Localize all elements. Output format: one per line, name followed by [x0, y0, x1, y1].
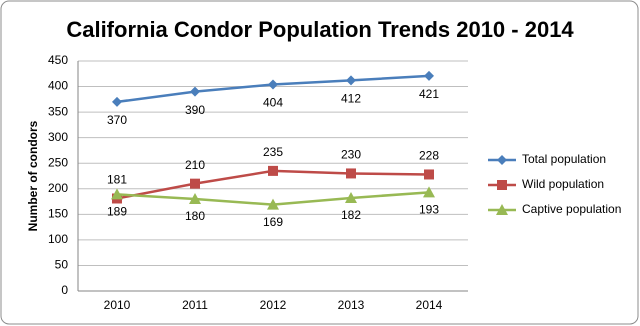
- x-tick-label: 2013: [338, 298, 365, 312]
- y-tick-label: 150: [48, 207, 68, 221]
- x-tick-label: 2014: [416, 298, 443, 312]
- data-point: [268, 165, 278, 176]
- data-point: [190, 178, 200, 189]
- x-tick-label: 2012: [260, 298, 287, 312]
- legend-label: Wild population: [522, 177, 604, 191]
- data-label: 181: [107, 173, 127, 187]
- x-tick-label: 2011: [182, 298, 208, 312]
- y-tick-label: 50: [55, 258, 69, 272]
- legend-marker: [497, 180, 507, 190]
- legend-label: Total population: [522, 152, 606, 166]
- data-point: [345, 191, 357, 203]
- data-label: 421: [419, 87, 439, 101]
- data-point: [423, 186, 435, 198]
- y-tick-label: 200: [48, 181, 68, 195]
- data-point: [112, 96, 122, 107]
- data-point: [346, 168, 356, 179]
- data-label: 228: [419, 149, 439, 163]
- data-label: 404: [263, 96, 283, 110]
- data-label: 235: [263, 145, 283, 159]
- y-axis-label: Number of condors: [26, 120, 40, 231]
- y-tick-label: 100: [48, 232, 68, 246]
- legend-marker: [497, 155, 507, 165]
- data-label: 210: [185, 158, 205, 172]
- data-point: [111, 188, 123, 200]
- y-tick-label: 350: [48, 104, 68, 118]
- data-label: 189: [107, 205, 127, 219]
- data-label: 193: [419, 203, 439, 217]
- data-label: 230: [341, 148, 361, 162]
- data-point: [424, 70, 434, 81]
- data-label: 180: [185, 209, 205, 223]
- data-point: [267, 198, 279, 210]
- data-label: 182: [341, 208, 361, 222]
- chart-title: California Condor Population Trends 2010…: [66, 17, 574, 42]
- data-point: [189, 193, 201, 204]
- data-point: [424, 169, 434, 180]
- y-tick-label: 0: [61, 283, 68, 297]
- y-tick-label: 250: [48, 155, 68, 169]
- y-tick-label: 300: [48, 130, 68, 144]
- data-label: 370: [107, 113, 127, 127]
- data-point: [190, 86, 200, 97]
- data-label: 390: [185, 103, 205, 117]
- y-tick-label: 400: [48, 79, 68, 93]
- data-point: [268, 79, 278, 90]
- legend-marker: [496, 204, 508, 215]
- data-label: 169: [263, 215, 283, 229]
- legend-label: Captive population: [522, 202, 621, 216]
- data-point: [346, 75, 356, 86]
- y-tick-label: 450: [48, 53, 68, 67]
- data-label: 412: [341, 92, 361, 106]
- x-tick-label: 2010: [104, 298, 131, 312]
